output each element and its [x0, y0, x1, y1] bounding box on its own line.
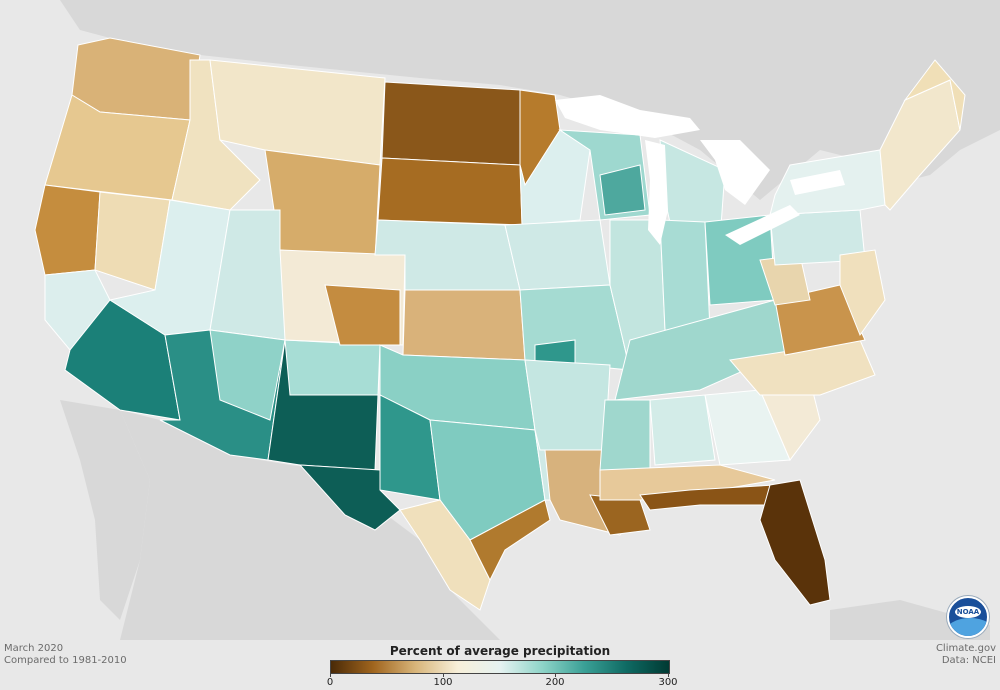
credit-data: Data: NCEI	[941, 655, 996, 666]
region-maine	[903, 59, 966, 131]
region-arizona-east	[209, 329, 286, 421]
region-mid-atlantic	[839, 249, 886, 337]
legend-tick-label-300: 300	[658, 677, 678, 688]
credit-source: Climate.gov	[935, 643, 996, 654]
map-credits: Climate.gov Data: NCEI	[936, 643, 996, 667]
region-california-north	[34, 184, 101, 276]
region-florida	[759, 479, 831, 606]
logo-text: NOAA	[956, 608, 980, 616]
caption-date: March 2020	[4, 643, 64, 654]
region-arkansas	[524, 359, 611, 451]
region-virginia	[774, 284, 866, 356]
logo-wave	[949, 618, 987, 636]
canada-land	[60, 0, 1000, 200]
lake-erie	[725, 205, 800, 245]
legend-color-bar	[330, 660, 670, 674]
region-alabama	[649, 394, 716, 466]
lake-michigan	[645, 140, 668, 245]
region-kansas	[402, 289, 526, 361]
noaa-logo: NOAA	[947, 596, 989, 638]
legend-tick-100	[443, 673, 444, 677]
region-montana	[209, 59, 386, 166]
legend-tick-label-0: 0	[326, 677, 334, 688]
lake-ontario	[790, 170, 845, 195]
region-texas-coast	[469, 499, 551, 582]
region-texas-south	[399, 499, 491, 611]
lake-superior	[555, 95, 700, 138]
mexico-land	[120, 410, 500, 640]
region-mississippi	[599, 399, 651, 471]
region-indiana	[659, 219, 711, 331]
map-caption: March 2020 Compared to 1981-2010	[4, 643, 127, 667]
logo-bird	[955, 606, 981, 618]
legend-tick-300	[668, 673, 669, 677]
legend-tick-0	[330, 673, 331, 677]
baja-land	[60, 400, 150, 620]
legend-tick-label-200: 200	[545, 677, 565, 688]
region-colorado-east	[324, 284, 401, 346]
legend-tick-label-100: 100	[433, 677, 453, 688]
region-wisconsin-core	[599, 164, 646, 216]
region-new-mexico-north	[284, 339, 381, 396]
lake-huron	[700, 140, 770, 205]
region-wyoming	[264, 149, 381, 261]
precipitation-map	[34, 0, 1000, 640]
region-north-dakota	[381, 81, 521, 166]
caption-baseline: Compared to 1981-2010	[4, 655, 127, 666]
region-iowa	[504, 219, 611, 291]
region-south-dakota	[377, 157, 523, 226]
legend-title: Percent of average precipitation	[389, 644, 611, 658]
legend-tick-200	[555, 673, 556, 677]
